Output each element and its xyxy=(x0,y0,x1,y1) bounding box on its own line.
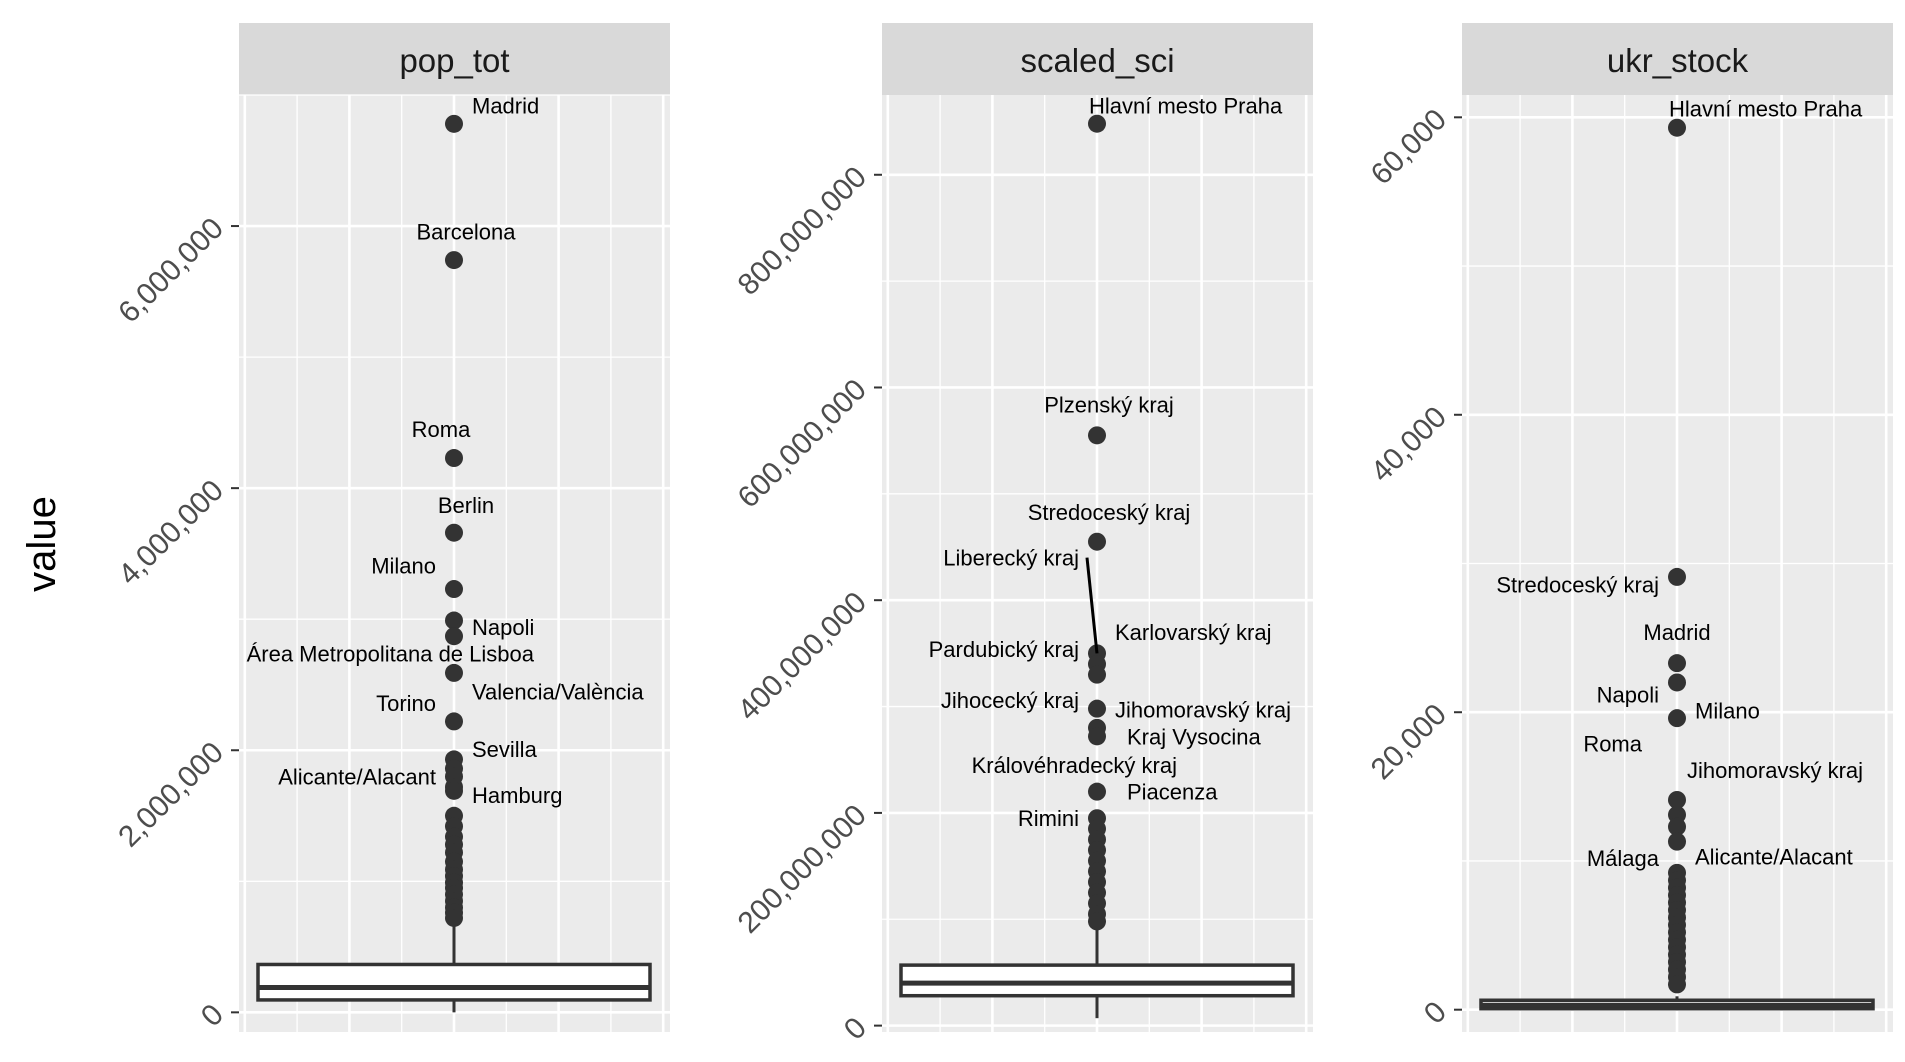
outlier-point xyxy=(445,449,463,468)
outlier-point xyxy=(1668,975,1686,994)
facet-title: pop_tot xyxy=(399,42,509,79)
y-tick-label: 200,000,000 xyxy=(732,799,873,940)
point-label: Pardubický kraj xyxy=(929,637,1079,662)
point-label: Milano xyxy=(371,553,436,578)
y-tick-label: 6,000,000 xyxy=(112,212,230,330)
point-label: Hlavní mesto Praha xyxy=(1089,94,1283,119)
y-tick-label: 600,000,000 xyxy=(732,373,873,514)
y-tick-label: 0 xyxy=(1418,995,1453,1030)
outlier-point xyxy=(1088,114,1106,133)
y-tick-label: 400,000,000 xyxy=(732,586,873,727)
point-label: Área Metropolitana de Lisboa xyxy=(247,641,535,666)
point-label: Napoli xyxy=(472,615,534,640)
facet-scaled_sci: scaled_sci 0 200,000,000 400,000,000 600,000… xyxy=(732,23,1313,1046)
y-tick-label: 0 xyxy=(838,1011,873,1046)
outlier-point xyxy=(1668,817,1686,836)
facets-group: pop_tot 0 2,000,000 4,000,000 6,000,000 Madri… xyxy=(112,23,1893,1046)
point-label: Barcelona xyxy=(416,219,516,244)
point-label: Torino xyxy=(376,691,436,716)
outlier-point xyxy=(1088,727,1106,746)
point-label: Piacenza xyxy=(1127,780,1218,805)
point-label: Liberecký kraj xyxy=(943,546,1079,571)
point-label: Milano xyxy=(1695,699,1760,724)
point-label: Stredoceský kraj xyxy=(1028,500,1191,525)
outlier-point xyxy=(445,114,463,133)
point-label: Karlovarský kraj xyxy=(1115,620,1271,645)
point-label: Málaga xyxy=(1587,846,1660,871)
point-label: Hlavní mesto Praha xyxy=(1669,96,1863,121)
y-tick-label: 0 xyxy=(195,998,230,1033)
point-label: Sevilla xyxy=(472,737,538,762)
point-label: Roma xyxy=(412,417,471,442)
y-tick-label: 20,000 xyxy=(1365,698,1453,786)
outlier-point xyxy=(1088,532,1106,551)
point-label: Berlin xyxy=(438,493,494,518)
y-tick-label: 60,000 xyxy=(1365,103,1453,191)
y-tick-label: 40,000 xyxy=(1365,400,1453,488)
point-label: Valencia/València xyxy=(472,679,644,704)
facet-ukr_stock: ukr_stock 0 20,000 40,000 60,000 Hlavní mesto… xyxy=(1365,23,1893,1032)
outlier-point xyxy=(1088,699,1106,718)
outlier-point xyxy=(1088,426,1106,445)
outlier-point xyxy=(445,251,463,270)
outlier-point xyxy=(445,611,463,630)
point-label: Jihomoravský kraj xyxy=(1115,698,1291,723)
point-label: Madrid xyxy=(472,93,539,118)
outlier-point xyxy=(1088,912,1106,931)
outlier-point xyxy=(445,580,463,599)
outlier-point xyxy=(445,781,463,800)
outlier-point xyxy=(1668,709,1686,728)
facet-strip xyxy=(882,23,1313,95)
outlier-point xyxy=(445,663,463,682)
point-label: Madrid xyxy=(1643,620,1710,645)
outlier-point xyxy=(1668,673,1686,692)
outlier-point xyxy=(1088,665,1106,684)
point-label: Plzenský kraj xyxy=(1044,392,1174,417)
outlier-point xyxy=(1668,832,1686,851)
point-label: Napoli xyxy=(1597,682,1659,707)
point-label: Kraj Vysocina xyxy=(1127,724,1261,749)
facet-pop_tot: pop_tot 0 2,000,000 4,000,000 6,000,000 Madri… xyxy=(112,23,670,1033)
point-label: Rimini xyxy=(1018,806,1079,831)
point-label: Roma xyxy=(1583,731,1642,756)
outlier-point xyxy=(445,523,463,542)
outlier-point xyxy=(1668,567,1686,586)
outlier-point xyxy=(445,627,463,646)
facet-title: ukr_stock xyxy=(1607,42,1749,79)
box-body xyxy=(899,963,1295,998)
point-label: Stredoceský kraj xyxy=(1496,572,1659,597)
outlier-point xyxy=(445,712,463,731)
outlier-point xyxy=(1668,118,1686,137)
point-label: Jihomoravský kraj xyxy=(1687,758,1863,783)
point-label: Hamburg xyxy=(472,783,562,808)
y-tick-label: 2,000,000 xyxy=(112,736,230,854)
box-body xyxy=(256,962,652,1002)
facet-strip xyxy=(1462,23,1893,95)
label-segment xyxy=(1085,557,1099,654)
outlier-point xyxy=(1668,654,1686,673)
outlier-point xyxy=(1668,790,1686,809)
facet-strip xyxy=(239,23,670,95)
point-label: Královéhradecký kraj xyxy=(972,753,1177,778)
outlier-point xyxy=(1088,782,1106,801)
y-tick-label: 800,000,000 xyxy=(732,160,873,301)
facet-title: scaled_sci xyxy=(1020,42,1174,79)
point-label: Alicante/Alacant xyxy=(278,764,436,789)
point-label: Alicante/Alacant xyxy=(1695,844,1853,869)
y-axis-label: value xyxy=(20,496,64,592)
outlier-point xyxy=(445,908,463,927)
point-label: Jihocecký kraj xyxy=(941,688,1079,713)
y-tick-label: 4,000,000 xyxy=(112,474,230,592)
